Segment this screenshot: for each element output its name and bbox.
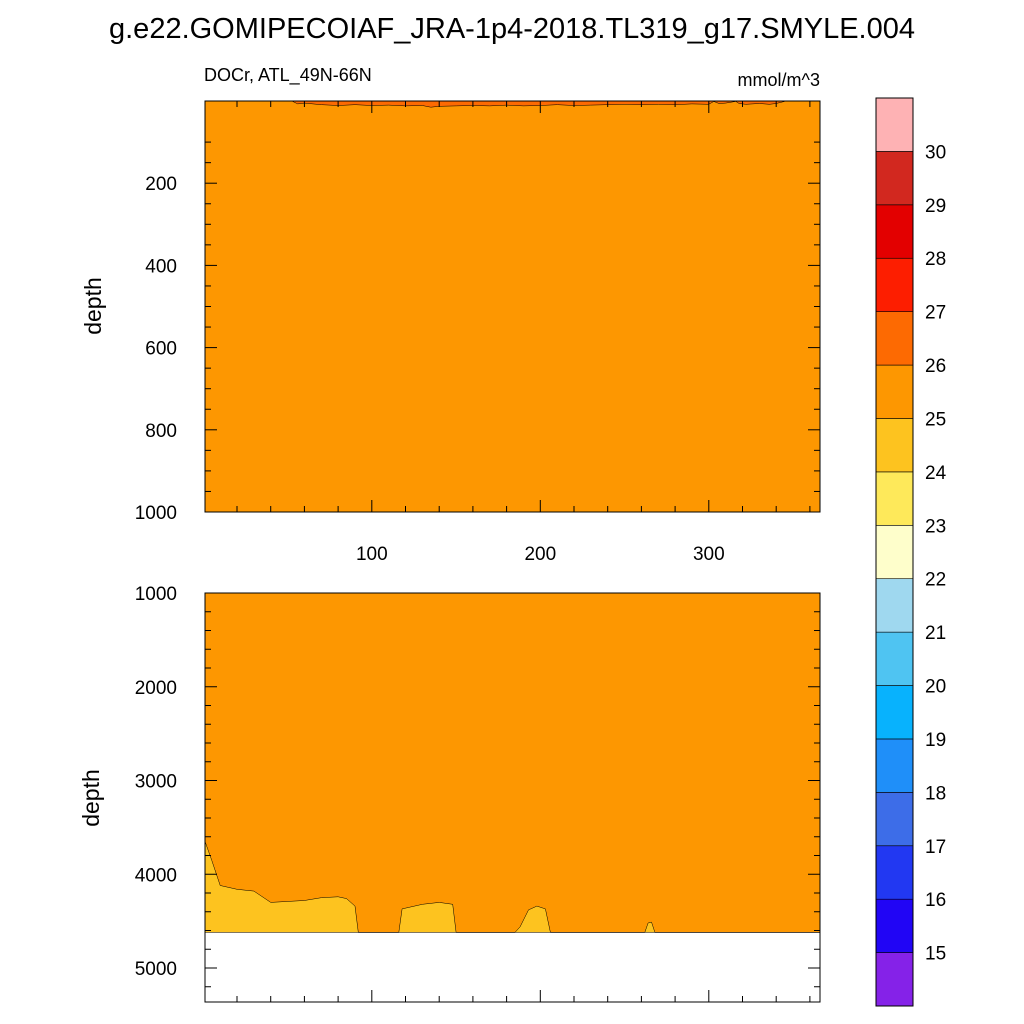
y-tick-label: 1000 bbox=[135, 584, 177, 605]
colorbar-swatch bbox=[875, 578, 914, 633]
colorbar-label: 20 bbox=[925, 677, 946, 698]
lower-panel-fill bbox=[204, 593, 820, 933]
y-tick-label: 3000 bbox=[135, 772, 177, 793]
colorbar-swatch bbox=[875, 524, 914, 580]
colorbar-label: 16 bbox=[925, 890, 946, 911]
y-tick-label: 2000 bbox=[135, 678, 177, 699]
lower-y-ticks: 1000 2000 3000 4000 5000 bbox=[135, 584, 820, 988]
colorbar-label: 24 bbox=[925, 463, 947, 484]
upper-panel: 200 400 600 800 1000 100 200 300 depth bbox=[80, 100, 821, 565]
colorbar-swatch bbox=[875, 97, 914, 152]
lower-panel-frame bbox=[204, 592, 821, 1003]
upper-x-ticks: 100 200 300 bbox=[236, 101, 811, 565]
y-tick-label: 800 bbox=[145, 421, 177, 442]
figure-title: g.e22.GOMIPECOIAF_JRA-1p4-2018.TL319_g17… bbox=[109, 13, 915, 45]
y-tick-label: 600 bbox=[145, 339, 177, 360]
colorbar-swatch bbox=[875, 898, 914, 953]
y-tick-label: 1000 bbox=[135, 503, 177, 524]
lower-x-ticks bbox=[236, 990, 811, 1002]
colorbar-label: 28 bbox=[925, 249, 946, 270]
background-fill bbox=[205, 593, 820, 933]
colorbar-swatch bbox=[875, 952, 914, 1007]
y-tick-label: 400 bbox=[145, 256, 177, 277]
x-tick-label: 200 bbox=[524, 544, 556, 565]
surface-layer-contour bbox=[292, 100, 785, 108]
background-fill bbox=[205, 101, 820, 512]
colorbar-swatch bbox=[875, 204, 914, 259]
y-tick-label: 5000 bbox=[135, 959, 177, 980]
upper-y-axis-label: depth bbox=[80, 277, 106, 335]
colorbar-swatch bbox=[875, 845, 914, 900]
x-tick-label: 300 bbox=[693, 544, 725, 565]
colorbar-label: 29 bbox=[925, 196, 946, 217]
colorbar-label: 26 bbox=[925, 356, 946, 377]
colorbar-label: 23 bbox=[925, 516, 946, 537]
colorbar-swatch bbox=[875, 792, 914, 847]
colorbar-label: 17 bbox=[925, 837, 946, 858]
colorbar-swatch bbox=[875, 685, 914, 740]
colorbar-swatch bbox=[875, 364, 914, 419]
units-label: mmol/m^3 bbox=[738, 70, 820, 90]
frame bbox=[204, 592, 821, 1003]
variable-region-label: DOCr, ATL_49N-66N bbox=[204, 65, 372, 86]
bottom-layer-contour bbox=[204, 841, 820, 933]
colorbar-swatch bbox=[875, 471, 914, 526]
x-tick-label: 100 bbox=[356, 544, 388, 565]
colorbar-label: 27 bbox=[925, 303, 946, 324]
colorbar-swatch bbox=[875, 257, 914, 312]
lower-y-axis-label: depth bbox=[78, 769, 104, 827]
colorbar-swatch bbox=[875, 311, 914, 366]
colorbar: 15 16 17 18 19 20 21 22 23 24 25 26 27 28 29 30 bbox=[875, 97, 947, 1007]
colorbar-label: 19 bbox=[925, 730, 946, 751]
upper-panel-fill bbox=[205, 100, 820, 512]
colorbar-label: 21 bbox=[925, 623, 946, 644]
colorbar-swatch bbox=[875, 631, 914, 686]
colorbar-swatch bbox=[875, 151, 914, 206]
colorbar-label: 15 bbox=[925, 944, 946, 965]
colorbar-swatch bbox=[875, 738, 914, 793]
colorbar-label: 25 bbox=[925, 409, 946, 430]
colorbar-label: 22 bbox=[925, 570, 946, 591]
colorbar-label: 30 bbox=[925, 142, 946, 163]
upper-y-ticks: 200 400 600 800 1000 bbox=[135, 141, 820, 524]
colorbar-label: 18 bbox=[925, 783, 946, 804]
colorbar-frame bbox=[875, 97, 914, 1007]
lower-panel: 1000 2000 3000 4000 5000 depth bbox=[78, 584, 821, 1003]
colorbar-swatch bbox=[875, 418, 914, 473]
y-tick-label: 4000 bbox=[135, 865, 177, 886]
y-tick-label: 200 bbox=[145, 174, 177, 195]
